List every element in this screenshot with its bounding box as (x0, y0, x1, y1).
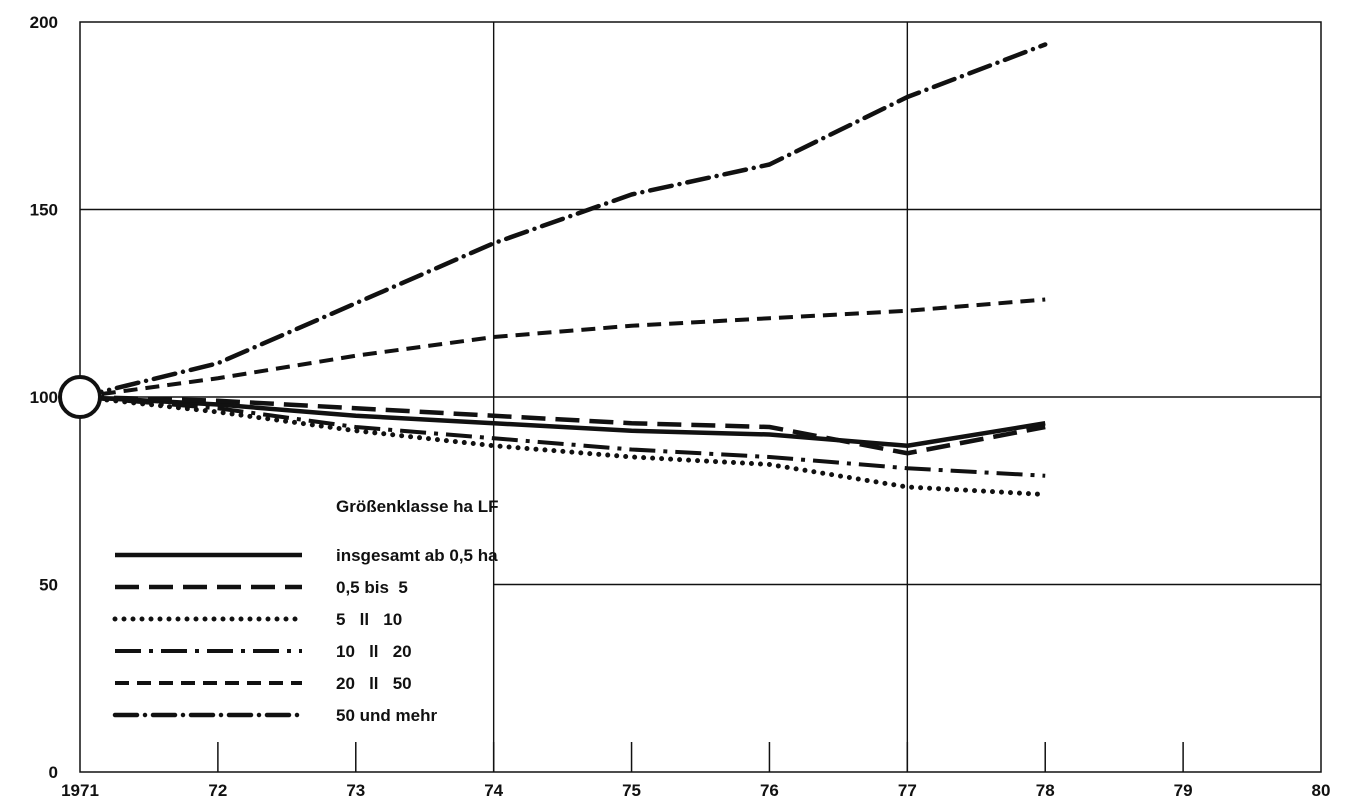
series-line-5 (77, 42, 1048, 400)
axes: 1971 72 73 74 75 76 77 78 79 80 0 50 100 150 200 (30, 13, 1331, 800)
x-tick-label: 73 (346, 781, 365, 800)
legend-label-0: insgesamt ab 0,5 ha (336, 546, 498, 565)
x-tick-label: 72 (208, 781, 227, 800)
x-tick-label: 77 (898, 781, 917, 800)
x-tick-label: 1971 (61, 781, 99, 800)
x-tick-label: 78 (1036, 781, 1055, 800)
legend-label-3: 10 ll 20 (336, 642, 412, 661)
series-line-2 (77, 394, 1048, 497)
series-line-0 (79, 394, 1046, 448)
legend-label-4: 20 ll 50 (336, 674, 412, 693)
series-line-4 (79, 297, 1046, 399)
y-tick-label: 200 (30, 13, 58, 32)
grid (79, 21, 1322, 773)
x-tick-label: 76 (760, 781, 779, 800)
x-tick-label: 74 (484, 781, 503, 800)
series-line-1 (79, 394, 1046, 456)
series-lines (58, 42, 1048, 497)
legend: Größenklasse ha LF insgesamt ab 0,5 ha 0,… (112, 497, 499, 725)
legend-label-5: 50 und mehr (336, 706, 437, 725)
y-tick-label: 0 (49, 763, 58, 782)
base-point-marker (58, 375, 102, 419)
x-tick-label: 80 (1312, 781, 1331, 800)
legend-label-2: 5 ll 10 (336, 610, 402, 629)
y-tick-label: 50 (39, 576, 58, 595)
x-tick-label: 75 (622, 781, 641, 800)
y-tick-label: 100 (30, 388, 58, 407)
series-line-3 (79, 395, 1046, 478)
x-tick-label: 79 (1174, 781, 1193, 800)
legend-title: Größenklasse ha LF (336, 497, 499, 516)
legend-label-1: 0,5 bis 5 (336, 578, 408, 597)
y-tick-label: 150 (30, 201, 58, 220)
